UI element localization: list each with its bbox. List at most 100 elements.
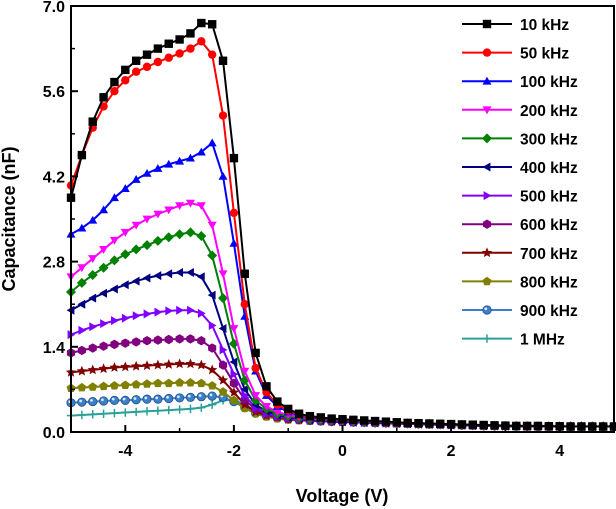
legend-marker-100-khz [482, 76, 492, 85]
x-tick-label: 4 [555, 443, 564, 460]
point-10-khz-49 [598, 422, 608, 431]
legend-marker-1-mhz [482, 334, 492, 343]
legend-marker-10-khz [482, 19, 492, 29]
y-tick-label: 5.6 [43, 84, 65, 101]
point-100-khz-2 [88, 215, 98, 224]
point-10-khz-9 [164, 39, 173, 48]
point-600-khz-15 [229, 378, 238, 389]
point-500-khz-12 [197, 308, 206, 318]
point-100-khz-9 [164, 159, 174, 168]
point-600-khz-13 [208, 343, 217, 353]
point-400-khz-13 [207, 290, 216, 300]
ticks-layer: -4 -2 0 2 4 0.0 1.4 2.8 4.2 5.6 7.0 [43, 0, 615, 460]
point-100-khz-6 [131, 175, 141, 183]
point-50-khz-14 [218, 111, 228, 120]
legend-item-300-khz: 300 kHz [462, 131, 578, 148]
legend-item-900-khz: 900 kHz [462, 303, 578, 320]
legend-item-200-khz: 200 kHz [462, 103, 578, 120]
point-10-khz-12 [197, 18, 206, 28]
point-800-khz-2 [88, 382, 98, 391]
legend-item-800-khz: 800 kHz [462, 274, 578, 291]
point-1-mhz-4 [110, 408, 119, 418]
point-900-khz-11-highlight [187, 394, 191, 398]
point-50-khz-5 [121, 76, 130, 85]
series-400-khz [66, 268, 616, 432]
series-line-400-khz [70, 271, 614, 428]
point-300-khz-7 [142, 240, 153, 251]
point-10-khz-5 [121, 65, 130, 75]
point-200-khz-7 [142, 215, 152, 224]
point-700-khz-3 [98, 363, 109, 374]
point-50-khz-8 [153, 57, 163, 67]
point-800-khz-7 [142, 379, 152, 388]
point-400-khz-5 [120, 280, 129, 290]
point-10-khz-30 [392, 418, 401, 427]
point-10-khz-13 [207, 20, 217, 29]
point-50-khz-6 [131, 67, 141, 76]
point-300-khz-9 [163, 232, 174, 243]
point-50-khz-11 [186, 44, 195, 53]
point-100-khz-1 [77, 223, 87, 232]
point-200-khz-12 [196, 202, 206, 211]
point-300-khz-5 [120, 249, 131, 260]
legend: 10 kHz 50 kHz 100 kHz 200 kHz 300 kHz 400 kHz… [462, 17, 578, 349]
legend-label-10-khz: 10 kHz [520, 17, 569, 34]
point-10-khz-38 [479, 420, 488, 430]
point-10-khz-47 [577, 422, 586, 431]
point-100-khz-3 [99, 205, 109, 214]
point-400-khz-2 [88, 293, 97, 303]
point-900-khz-4-highlight [111, 397, 115, 401]
point-600-khz-3 [99, 341, 108, 351]
point-400-khz-11 [186, 268, 194, 278]
point-600-khz-1 [77, 345, 86, 356]
point-10-khz-42 [522, 421, 532, 431]
point-100-khz-14 [218, 172, 228, 180]
point-1-mhz-11 [186, 404, 195, 414]
point-10-khz-22 [305, 411, 315, 421]
legend-marker-900-khz-highlight [484, 307, 488, 311]
point-500-khz-13 [208, 321, 217, 330]
point-10-khz-18 [262, 382, 271, 391]
point-500-khz-9 [165, 306, 174, 316]
point-50-khz-12 [197, 37, 206, 46]
point-900-khz-6 [131, 395, 141, 405]
point-50-khz-10 [175, 49, 184, 58]
point-500-khz-6 [132, 311, 141, 321]
point-900-khz-13 [207, 391, 217, 401]
point-900-khz-2 [88, 396, 98, 407]
legend-item-600-khz: 600 kHz [462, 217, 578, 234]
point-700-khz-5 [120, 361, 131, 372]
point-10-khz-33 [425, 419, 434, 428]
point-10-khz-36 [457, 420, 467, 429]
point-800-khz-14 [218, 387, 228, 396]
legend-item-50-khz: 50 kHz [462, 46, 569, 63]
point-100-khz-8 [153, 164, 163, 172]
point-900-khz-12-highlight [198, 394, 202, 397]
point-10-khz-15 [229, 153, 239, 163]
point-600-khz-9 [164, 334, 173, 345]
point-500-khz-1 [78, 325, 87, 335]
point-900-khz-13-highlight [209, 393, 213, 397]
point-1-mhz-9 [164, 405, 173, 415]
point-300-khz-10 [174, 229, 185, 240]
point-900-khz-1-highlight [79, 399, 83, 403]
point-900-khz-3 [98, 396, 109, 406]
point-300-khz-2 [87, 269, 98, 280]
point-10-khz-2 [88, 117, 97, 126]
point-10-khz-39 [490, 421, 499, 430]
point-900-khz-9 [164, 393, 174, 404]
point-10-khz-31 [403, 418, 412, 428]
point-10-khz-40 [501, 421, 510, 430]
point-800-khz-13 [207, 381, 217, 390]
x-tick-label: 2 [447, 443, 456, 460]
point-800-khz-1 [77, 382, 87, 392]
point-900-khz-9-highlight [166, 395, 169, 399]
legend-item-700-khz: 700 kHz [462, 246, 578, 263]
point-200-khz-3 [99, 246, 109, 254]
point-400-khz-9 [164, 269, 173, 279]
point-200-khz-6 [131, 221, 141, 230]
point-900-khz-10-highlight [177, 395, 180, 399]
point-100-khz-13 [207, 138, 217, 147]
point-300-khz-1 [76, 277, 87, 288]
